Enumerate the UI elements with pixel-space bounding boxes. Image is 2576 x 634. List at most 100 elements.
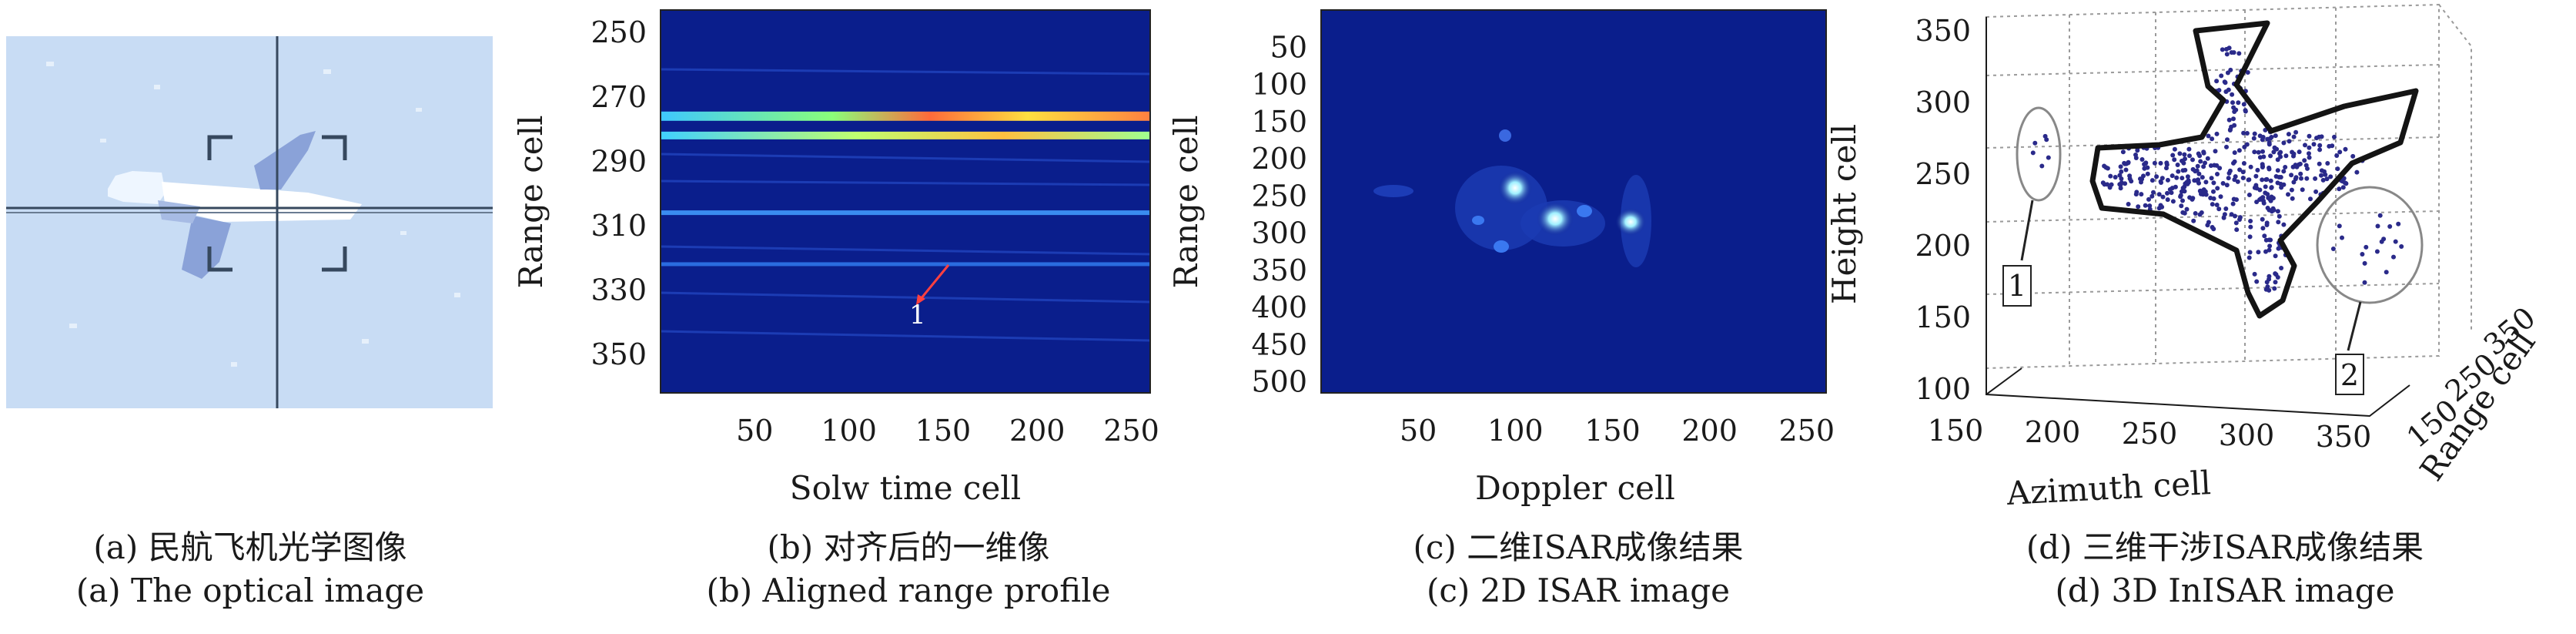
scatter-point bbox=[2275, 168, 2280, 173]
scatter-point bbox=[2147, 203, 2153, 209]
scatter-point bbox=[2289, 187, 2294, 193]
scatter-point bbox=[2375, 223, 2380, 229]
caption-a-cn: (a) 民航飞机光学图像 bbox=[93, 528, 407, 566]
tick-label-290: 290 bbox=[590, 144, 647, 178]
scatter-point bbox=[2324, 176, 2330, 182]
scatter-point bbox=[2362, 280, 2367, 285]
scatter-point bbox=[2154, 174, 2159, 179]
scatter-point bbox=[2236, 148, 2242, 153]
scatter-point bbox=[2332, 134, 2337, 139]
scatter-point bbox=[2320, 177, 2326, 183]
scatter-point bbox=[2254, 279, 2260, 284]
scatter-point bbox=[2233, 174, 2238, 179]
scatter-point bbox=[2194, 168, 2200, 173]
scatter-point bbox=[2236, 51, 2242, 56]
scatter-point bbox=[2261, 154, 2267, 159]
y-axis-label: Range cell bbox=[512, 115, 550, 288]
scatter-point bbox=[2289, 173, 2294, 178]
scatter-point bbox=[2362, 260, 2367, 266]
scatter-point bbox=[2182, 189, 2187, 194]
annotation-arrow-1 bbox=[2020, 200, 2034, 261]
scatter-point bbox=[2170, 173, 2175, 179]
tick-label-50: 50 bbox=[736, 414, 773, 448]
scatter-point bbox=[2343, 146, 2348, 152]
scatter-point bbox=[2270, 206, 2276, 212]
annotation-label-1: 1 bbox=[909, 300, 926, 330]
scatter-point bbox=[2379, 239, 2384, 244]
scatter-point bbox=[2267, 237, 2272, 243]
scatter-point bbox=[2145, 171, 2150, 176]
scatter-point bbox=[2198, 188, 2203, 193]
scatter-point bbox=[2108, 173, 2113, 179]
scatter-point bbox=[2218, 194, 2223, 200]
scatter-point bbox=[2304, 176, 2310, 181]
scatter-point bbox=[2265, 192, 2270, 197]
scatter-point bbox=[2227, 128, 2233, 133]
tick-label-300: 300 bbox=[1251, 216, 1307, 250]
scatter-point bbox=[2246, 193, 2252, 197]
airplane-outline bbox=[2089, 20, 2419, 319]
scatter-point bbox=[2256, 149, 2261, 155]
tick-label-350: 350 bbox=[2316, 420, 2372, 454]
scatter-point bbox=[2241, 130, 2246, 136]
scatter-point bbox=[2196, 180, 2201, 186]
tick-label-200: 200 bbox=[1251, 142, 1307, 176]
scatter-point bbox=[2209, 176, 2214, 181]
scatter-point bbox=[2210, 202, 2215, 207]
annotation-circle-2 bbox=[2316, 186, 2424, 304]
faint-streaks bbox=[660, 68, 1151, 342]
scatter-point bbox=[2252, 271, 2257, 277]
scatter-point bbox=[2267, 247, 2272, 253]
scatter-point bbox=[2307, 155, 2312, 160]
scatter-point bbox=[2270, 196, 2276, 201]
scatter-point bbox=[2230, 92, 2235, 97]
caption-c-en: (c) 2D ISAR image bbox=[1426, 572, 1731, 609]
scatter-point bbox=[2211, 226, 2216, 232]
scatter-point bbox=[2193, 211, 2198, 216]
scatter-point bbox=[2192, 178, 2197, 183]
caption-d-cn: (d) 三维干涉ISAR成像结果 bbox=[2026, 528, 2424, 566]
scatter-point bbox=[2396, 221, 2401, 226]
scatter-point bbox=[2197, 212, 2203, 217]
scatter-point bbox=[2271, 149, 2277, 155]
scatter-point bbox=[2215, 172, 2220, 176]
scatter-point bbox=[2277, 213, 2282, 219]
tick-label-250: 250 bbox=[1915, 157, 1971, 191]
scatter-point bbox=[2177, 151, 2183, 156]
x-axis-label: Doppler cell bbox=[1475, 469, 1675, 507]
scatter-point bbox=[2313, 176, 2318, 181]
scatter-point bbox=[2139, 157, 2145, 162]
scatter-point bbox=[2303, 143, 2307, 148]
scatter-point bbox=[2126, 160, 2131, 166]
annotation-arrow-2 bbox=[2347, 301, 2362, 351]
scatter-point bbox=[2286, 132, 2291, 137]
scatter-point bbox=[2208, 196, 2213, 200]
scatter-point bbox=[2276, 220, 2281, 225]
caption-b-en: (b) Aligned range profile bbox=[706, 572, 1111, 609]
scatter-point bbox=[2297, 162, 2302, 167]
caption-a-en: (a) The optical image bbox=[75, 572, 425, 609]
scatter-point bbox=[2142, 166, 2147, 171]
annotation-box-2 bbox=[2335, 354, 2364, 395]
tick-label-150: 150 bbox=[1584, 414, 1641, 448]
scatter-point bbox=[2109, 182, 2114, 187]
scatter-point bbox=[2252, 149, 2257, 155]
scatter-point bbox=[2260, 195, 2266, 200]
plot-frame bbox=[1320, 9, 1827, 394]
scatter-point bbox=[2158, 160, 2163, 166]
scatter-points bbox=[2030, 45, 2404, 293]
tick-label-100: 100 bbox=[1915, 372, 1971, 406]
tick-label-400: 400 bbox=[1251, 290, 1307, 324]
scatter-point bbox=[2213, 149, 2218, 154]
scatter-point bbox=[2275, 157, 2280, 163]
scatter-point bbox=[2241, 161, 2246, 166]
tick-label-270: 270 bbox=[590, 80, 647, 114]
scatter-point bbox=[2165, 177, 2170, 183]
scatter-point bbox=[2149, 193, 2155, 199]
scatter-point bbox=[2240, 169, 2246, 175]
scatter-point bbox=[2272, 145, 2277, 150]
tick-label-450: 450 bbox=[1251, 327, 1307, 361]
tick-label-250: 250 bbox=[1251, 179, 1307, 213]
scatter-point bbox=[2203, 179, 2209, 185]
